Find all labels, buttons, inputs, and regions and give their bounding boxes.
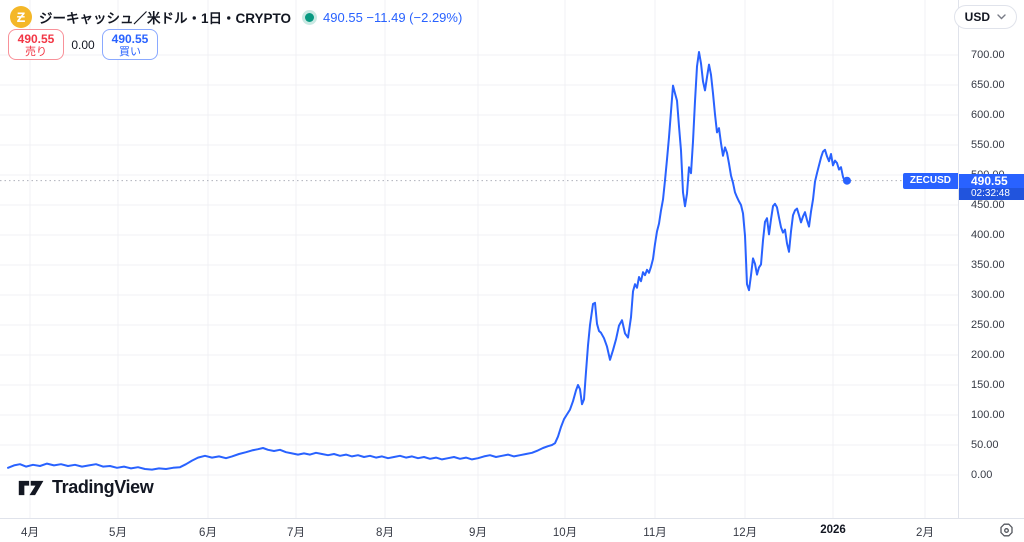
spread-value: 0.00 — [71, 37, 95, 52]
current-price-symbol-tag: ZECUSD — [902, 172, 958, 189]
price-axis-label: 350.00 — [971, 258, 1005, 271]
price-axis-label: 150.00 — [971, 378, 1005, 391]
time-axis-label: 8月 — [376, 527, 394, 539]
buy-label: 買い — [119, 45, 141, 58]
price-axis-label: 300.00 — [971, 288, 1005, 301]
price-axis-label: 50.00 — [971, 438, 999, 451]
gridlines — [0, 0, 958, 518]
sell-price: 490.55 — [17, 31, 55, 46]
chart-plot-area[interactable]: ZECUSD — [0, 0, 958, 518]
symbol-title[interactable]: ジーキャッシュ／米ドル・1日・CRYPTO — [39, 11, 292, 26]
current-price-value: 490.55 — [959, 173, 1024, 188]
zcash-icon: Ƶ — [10, 6, 32, 28]
time-axis[interactable]: 4月 5月 6月 7月 8月 9月 10月 11月 12月 2026 2月 — [0, 518, 1024, 542]
buy-button[interactable]: 490.55 買い — [102, 29, 158, 60]
price-axis-label: 450.00 — [971, 198, 1005, 211]
price-axis-label: 200.00 — [971, 348, 1005, 361]
sell-label: 売り — [25, 45, 47, 58]
time-axis-label: 7月 — [287, 527, 305, 539]
price-axis-label: 650.00 — [971, 78, 1005, 91]
gear-icon[interactable] — [997, 521, 1016, 540]
chevron-down-icon — [997, 14, 1006, 20]
time-axis-label: 11月 — [643, 527, 667, 539]
sell-button[interactable]: 490.55 売り — [8, 29, 64, 60]
time-axis-label: 6月 — [199, 527, 217, 539]
trade-buttons: 490.55 売り 0.00 490.55 買い — [8, 29, 158, 60]
price-axis[interactable]: 490.55 02:32:48 700.00 650.00 600.00 550.00… — [958, 0, 1024, 518]
time-axis-label: 2月 — [916, 527, 934, 539]
quote-change-text: 490.55 −11.49 (−2.29%) — [323, 9, 463, 25]
price-axis-label: 0.00 — [971, 468, 993, 481]
current-price-label: 490.55 02:32:48 — [959, 173, 1024, 200]
currency-selector[interactable]: USD — [953, 5, 1017, 29]
price-line-series — [7, 51, 848, 471]
bar-countdown: 02:32:48 — [959, 187, 1024, 200]
time-axis-label: 12月 — [732, 527, 758, 539]
price-axis-label: 250.00 — [971, 318, 1005, 331]
buy-price: 490.55 — [111, 31, 149, 46]
price-axis-label: 600.00 — [971, 108, 1005, 121]
tradingview-logo[interactable]: TradingView — [18, 477, 154, 498]
chart-legend: Ƶ ジーキャッシュ／米ドル・1日・CRYPTO 490.55 −11.49 (−… — [10, 6, 462, 28]
price-axis-label: 400.00 — [971, 228, 1005, 241]
time-axis-label: 4月 — [21, 527, 39, 539]
tradingview-logo-text: TradingView — [52, 477, 154, 497]
time-axis-label: 2026 — [820, 524, 846, 536]
tradingview-logo-icon — [18, 480, 44, 495]
market-status-icon — [305, 12, 315, 22]
time-axis-label: 10月 — [552, 527, 578, 539]
currency-value: USD — [964, 10, 990, 24]
price-chart-svg[interactable] — [0, 0, 958, 518]
price-axis-label: 100.00 — [971, 408, 1005, 421]
price-axis-label: 550.00 — [971, 138, 1005, 151]
last-price-marker — [843, 176, 851, 185]
time-axis-label: 9月 — [469, 527, 487, 539]
time-axis-label: 5月 — [109, 527, 127, 539]
price-axis-label: 700.00 — [971, 48, 1005, 61]
